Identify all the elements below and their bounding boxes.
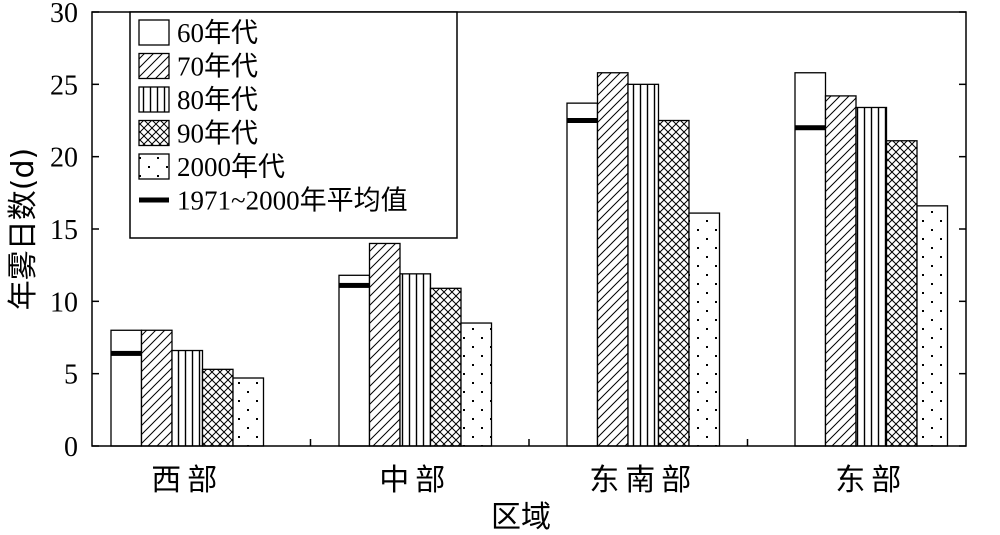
y-axis-ticks: 0 5 10 15 20 25 30: [50, 0, 966, 463]
bar-series-3-2: [657, 119, 690, 447]
y-tick-label: 0: [64, 432, 78, 463]
legend-label-0: 60年代: [177, 18, 258, 48]
x-tick-label: 东部: [835, 463, 907, 498]
y-tick-label: 15: [50, 215, 78, 246]
legend-box: [129, 11, 458, 239]
bar-series-0-1: [338, 274, 371, 447]
bar-series-0-0: [110, 329, 143, 447]
y-tick-label: 25: [50, 70, 78, 101]
average-mark-1: [339, 282, 370, 288]
x-axis-ticks: 西部 中部 东南部 东部: [151, 439, 907, 498]
bar-series-1-0: [140, 329, 173, 447]
bar-series-4-3: [916, 205, 949, 447]
bar-series-3-3: [885, 140, 918, 447]
legend-swatch-4: [138, 153, 170, 180]
legend-label-average: 1971~2000年平均值: [177, 186, 408, 216]
y-tick-label: 10: [50, 287, 78, 318]
legend-label-4: 2000年代: [177, 152, 285, 182]
bar-series-1-3: [824, 95, 857, 447]
bar-series-2-3: [855, 106, 888, 447]
x-tick-label: 东南部: [589, 463, 697, 498]
x-axis-title: 区域: [491, 500, 551, 535]
bar-series-4-2: [688, 212, 721, 447]
y-tick-label: 20: [50, 143, 78, 174]
x-tick-label: 西部: [151, 463, 223, 498]
bar-series-2-0: [171, 349, 204, 447]
bar-series-0-2: [566, 102, 599, 447]
legend-swatch-2: [138, 86, 170, 113]
legend-swatch-average: [139, 197, 169, 203]
bar-series-1-2: [596, 72, 629, 447]
average-mark-2: [567, 118, 598, 123]
legend-label-1: 70年代: [177, 52, 258, 82]
bar-series-2-1: [399, 273, 432, 447]
y-tick-label: 30: [50, 0, 78, 29]
legend-swatch-1: [138, 52, 170, 80]
legend-swatch-3: [138, 119, 170, 147]
bars-layer: [110, 72, 949, 447]
average-marks-layer: [111, 118, 826, 356]
bar-series-2-2: [627, 83, 660, 447]
x-tick-label: 中部: [379, 463, 451, 498]
average-mark-3: [795, 125, 826, 131]
bar-series-3-0: [201, 368, 234, 447]
bar-series-1-1: [368, 242, 401, 447]
y-axis-title: 年雾日数(d): [6, 148, 41, 310]
average-mark-0: [111, 350, 142, 356]
bar-series-4-1: [460, 322, 493, 447]
bar-series-4-0: [232, 377, 265, 447]
y-tick-label: 5: [64, 360, 78, 391]
legend-label-3: 90年代: [177, 119, 258, 149]
legend-label-2: 80年代: [177, 85, 258, 115]
legend-swatch-0: [138, 19, 170, 46]
bar-series-3-1: [429, 287, 462, 447]
